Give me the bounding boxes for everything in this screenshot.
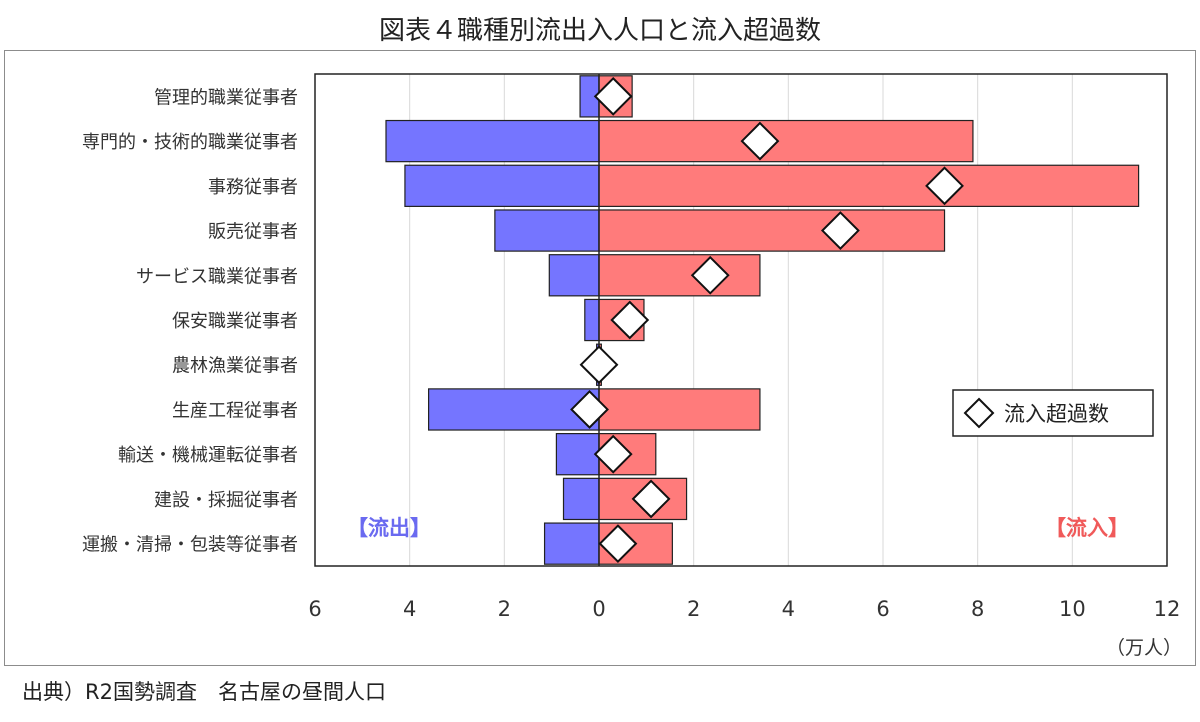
outflow-bar: [494, 209, 600, 252]
outflow-bar: [404, 164, 600, 207]
inflow-bar: [598, 209, 946, 252]
outflow-bar: [562, 477, 600, 521]
net-inflow-marker: [925, 166, 964, 206]
source-note: 出典）R2国勢調査 名古屋の昼間人口: [22, 680, 386, 704]
outflow-tag: 【流出】: [347, 516, 431, 540]
outflow-bar: [548, 254, 600, 297]
net-inflow-marker: [570, 390, 609, 429]
legend: 流入超過数: [952, 389, 1154, 437]
net-inflow-marker: [690, 255, 730, 295]
inflow-tag: 【流入】: [1045, 516, 1129, 540]
plot-area: [314, 73, 1168, 567]
category-label: 生産工程従事者: [172, 400, 298, 421]
inflow-bar: [598, 254, 761, 297]
outflow-bar: [385, 119, 600, 163]
x-tick-label: 12: [1154, 597, 1181, 621]
inflow-bar: [598, 164, 1140, 207]
outflow-bar: [543, 522, 600, 565]
x-tick-label: 6: [876, 597, 889, 621]
category-label: 管理的職業従事者: [154, 87, 298, 108]
unit-label: （万人）: [1106, 637, 1182, 659]
chart-title: 図表４職種別流出入人口と流入超過数: [378, 16, 821, 46]
inflow-bar: [598, 388, 761, 431]
net-inflow-marker: [593, 434, 633, 474]
category-label: 事務従事者: [208, 177, 298, 198]
label-layer: 6 4 2 0 2 4 6 8 10 12 管理的職業従事者専門的・技術的職業従事者事務従事者販売従…: [82, 87, 1180, 621]
x-tick-label: 4: [782, 597, 795, 621]
net-inflow-marker: [740, 121, 780, 161]
category-label: 建設・採掘従事者: [154, 490, 298, 511]
x-tick-label: 2: [498, 597, 511, 621]
x-tick-label: 8: [971, 597, 984, 621]
inflow-bar: [598, 119, 974, 163]
net-inflow-marker: [631, 479, 671, 519]
legend-label: 流入超過数: [1004, 402, 1109, 426]
net-inflow-marker: [598, 524, 638, 564]
category-label: 運搬・清掃・包装等従事者: [82, 535, 298, 556]
x-tick-label: 6: [308, 597, 321, 621]
chart-frame: [4, 50, 1196, 666]
net-inflow-marker: [579, 345, 619, 385]
x-tick-label: 4: [403, 597, 416, 621]
category-label: 農林漁業従事者: [172, 356, 298, 377]
outflow-bar: [555, 433, 600, 476]
category-label: サービス職業従事者: [136, 266, 298, 287]
net-inflow-marker: [820, 211, 860, 250]
outflow-bar: [428, 388, 600, 431]
legend-diamond-marker: [963, 397, 995, 429]
category-label: 専門的・技術的職業従事者: [82, 132, 298, 153]
net-inflow-marker: [610, 300, 650, 340]
category-label: 販売従事者: [208, 222, 298, 243]
category-label: 保安職業従事者: [172, 311, 298, 332]
net-inflow-marker: [593, 76, 633, 116]
x-tick-label: 0: [592, 597, 605, 621]
x-tick-label: 10: [1059, 597, 1086, 621]
bar-layer: [385, 74, 1140, 566]
marker-layer: [570, 76, 964, 564]
x-tick-label: 2: [687, 597, 700, 621]
outflow-bar: [584, 298, 600, 342]
category-label: 輸送・機械運転従事者: [118, 445, 298, 466]
